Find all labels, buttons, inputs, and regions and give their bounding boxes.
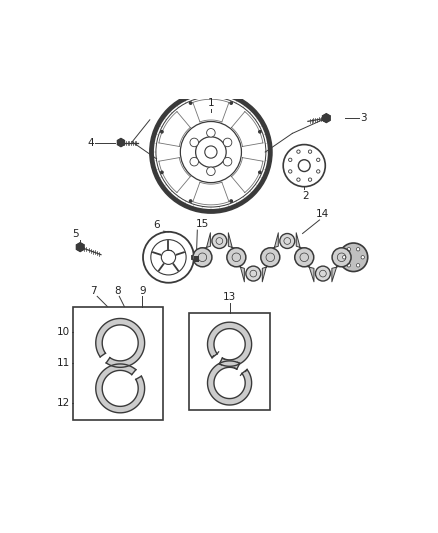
Polygon shape (262, 252, 270, 282)
Text: 12: 12 (57, 398, 70, 408)
Circle shape (161, 171, 163, 174)
Bar (189, 313, 270, 410)
Circle shape (230, 200, 233, 202)
Circle shape (317, 158, 320, 161)
Circle shape (190, 157, 198, 166)
Polygon shape (208, 322, 251, 366)
Polygon shape (117, 139, 124, 147)
Polygon shape (228, 233, 237, 263)
Circle shape (161, 131, 163, 133)
Circle shape (332, 248, 351, 267)
Circle shape (347, 247, 350, 251)
Polygon shape (237, 252, 244, 282)
Circle shape (289, 169, 292, 173)
Text: 14: 14 (316, 209, 329, 219)
Circle shape (189, 102, 192, 104)
Circle shape (308, 178, 312, 181)
Circle shape (343, 256, 346, 259)
Polygon shape (208, 361, 251, 405)
Circle shape (261, 248, 280, 267)
Circle shape (223, 138, 232, 147)
Text: 2: 2 (303, 191, 309, 201)
Text: 9: 9 (140, 286, 146, 296)
Polygon shape (304, 252, 314, 282)
Circle shape (339, 243, 368, 271)
Circle shape (259, 131, 261, 133)
Circle shape (164, 253, 173, 262)
Circle shape (289, 158, 292, 161)
Text: 5: 5 (72, 229, 78, 239)
Circle shape (315, 266, 330, 281)
Polygon shape (332, 252, 342, 282)
Text: 13: 13 (223, 293, 236, 302)
Bar (194, 256, 199, 262)
Text: 3: 3 (360, 113, 367, 123)
Circle shape (297, 150, 300, 154)
Polygon shape (202, 233, 210, 263)
Circle shape (193, 248, 212, 267)
Circle shape (246, 266, 261, 281)
Bar (74, 306, 163, 420)
Circle shape (357, 247, 360, 251)
Circle shape (357, 264, 360, 267)
Text: 10: 10 (57, 327, 70, 336)
Circle shape (361, 256, 364, 259)
Polygon shape (96, 318, 145, 367)
Circle shape (223, 157, 232, 166)
Circle shape (212, 233, 227, 248)
Circle shape (347, 264, 350, 267)
Circle shape (308, 150, 312, 154)
Text: 4: 4 (87, 138, 94, 148)
Circle shape (259, 171, 261, 174)
Text: 8: 8 (114, 286, 121, 296)
Polygon shape (296, 233, 304, 263)
Circle shape (317, 169, 320, 173)
Circle shape (205, 146, 217, 158)
Circle shape (230, 102, 233, 104)
Circle shape (207, 167, 215, 175)
Polygon shape (270, 233, 278, 263)
Text: 1: 1 (208, 98, 214, 108)
Circle shape (295, 248, 314, 267)
Text: 7: 7 (91, 286, 97, 296)
Text: 6: 6 (153, 220, 160, 230)
Circle shape (207, 128, 215, 137)
Polygon shape (76, 243, 84, 252)
Circle shape (280, 233, 295, 248)
Text: 11: 11 (57, 358, 70, 368)
Polygon shape (322, 114, 330, 123)
Text: 15: 15 (196, 219, 209, 229)
Circle shape (227, 248, 246, 267)
Circle shape (190, 138, 198, 147)
Polygon shape (96, 364, 145, 413)
Circle shape (189, 200, 192, 202)
Circle shape (297, 178, 300, 181)
